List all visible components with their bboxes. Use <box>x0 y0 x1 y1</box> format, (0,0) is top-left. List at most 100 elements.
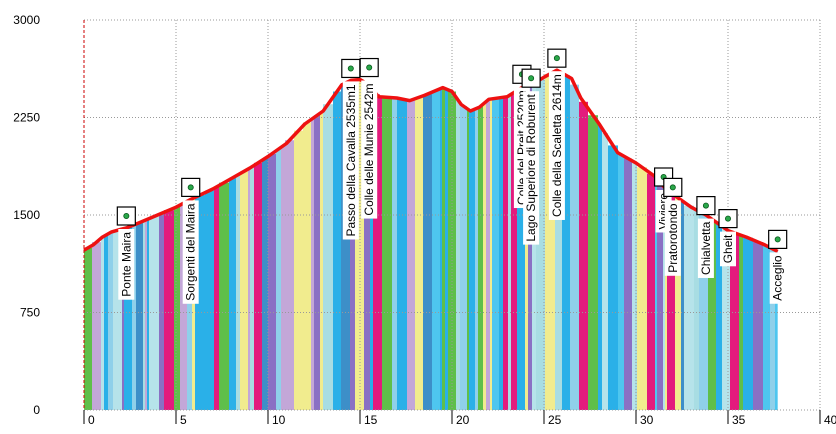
profile-stripe <box>486 99 490 410</box>
profile-stripe <box>320 112 323 410</box>
y-tick-label: 750 <box>20 306 40 320</box>
profile-stripe <box>268 153 276 411</box>
waypoint-label: Colle delle Munie 2542m <box>362 83 376 215</box>
profile-stripe <box>370 87 373 411</box>
waypoint-dot <box>123 212 130 219</box>
profile-stripe <box>281 145 285 410</box>
x-tick-label: 20 <box>456 413 470 427</box>
x-tick-label: 5 <box>180 413 187 427</box>
waypoint-dot <box>774 236 781 243</box>
profile-stripe <box>635 163 637 410</box>
profile-stripe <box>368 84 370 410</box>
profile-stripe <box>373 94 380 410</box>
profile-stripe <box>699 213 708 410</box>
waypoint-label: Lago Superiore di Roburent <box>524 94 538 242</box>
profile-stripe <box>355 79 364 410</box>
profile-stripe <box>528 85 532 410</box>
profile-stripe <box>562 75 570 410</box>
profile-stripe <box>775 250 778 410</box>
profile-stripe <box>624 158 632 410</box>
profile-fill <box>84 71 778 411</box>
profile-stripe <box>665 188 667 410</box>
x-tick-label: 15 <box>364 413 378 427</box>
profile-stripe <box>314 115 320 410</box>
profile-stripe <box>618 154 624 410</box>
profile-stripe <box>508 95 511 410</box>
profile-stripe <box>770 248 775 410</box>
profile-stripe <box>475 108 478 410</box>
profile-stripe <box>149 216 159 410</box>
profile-stripe <box>499 97 503 410</box>
profile-stripe <box>92 242 101 410</box>
profile-stripe <box>432 90 440 410</box>
waypoint-dot <box>347 65 354 72</box>
waypoint-label-bg <box>342 81 359 240</box>
profile-stripe <box>84 247 92 410</box>
profile-stripe <box>250 166 254 410</box>
waypoint-dot <box>702 202 709 209</box>
profile-stripe <box>675 197 681 410</box>
profile-stripe <box>285 140 294 410</box>
x-tick-label: 10 <box>272 413 286 427</box>
profile-stripe <box>136 222 143 410</box>
waypoint: Gheit <box>718 209 738 267</box>
waypoint-label-bg <box>720 231 736 267</box>
waypoint-label-bg <box>697 218 714 278</box>
profile-stripe <box>104 235 108 410</box>
x-tick-label: 40 <box>824 413 836 427</box>
y-tick-label: 1500 <box>13 208 40 222</box>
profile-stripe <box>448 91 456 410</box>
profile-stripe <box>632 161 635 410</box>
profile-stripe <box>382 97 392 410</box>
profile-stripe <box>159 213 164 410</box>
waypoint-label-bg <box>769 252 786 304</box>
y-tick-label: 0 <box>33 403 40 417</box>
waypoint: Colle della Scaletta 2614m <box>547 48 567 220</box>
y-tick-label: 2250 <box>13 111 40 125</box>
waypoint-label: Acceglio <box>771 255 785 301</box>
profile-stripe <box>722 229 730 410</box>
profile-stripe <box>214 186 219 410</box>
profile-stripe <box>483 102 486 410</box>
x-tick-label: 0 <box>88 413 95 427</box>
waypoint-label: Colle della Scaletta 2614m <box>550 74 564 217</box>
profile-stripe <box>608 145 618 410</box>
profile-stripe <box>478 106 483 410</box>
profile-stripe <box>236 174 240 410</box>
profile-stripe <box>667 192 675 410</box>
profile-stripe <box>147 219 149 410</box>
profile-stripe <box>579 101 588 410</box>
profile-stripe <box>588 115 598 411</box>
profile-stripe <box>143 220 145 410</box>
y-tick-label: 3000 <box>13 13 40 27</box>
profile-stripe <box>187 200 192 410</box>
profile-stripe <box>303 122 311 410</box>
axes: 0 750 1500 2250 3000 0 5 10 15 20 25 30 35 40 <box>13 13 836 427</box>
waypoint-label-bg <box>664 200 681 276</box>
profile-stripe <box>122 228 124 410</box>
profile-stripe <box>714 221 716 410</box>
profile-stripe <box>195 195 205 410</box>
profile-stripe <box>380 96 382 410</box>
profile-stripe <box>570 84 579 411</box>
profile-stripe <box>763 245 770 410</box>
profile-stripe <box>219 182 229 410</box>
waypoint: Pratorotondo <box>663 177 683 276</box>
waypoint-dot <box>553 55 560 62</box>
profile-stripe <box>694 210 699 410</box>
profile-stripe <box>739 235 743 410</box>
profile-stripe <box>525 86 528 410</box>
profile-stripe <box>423 94 432 410</box>
profile-stripe <box>511 92 517 410</box>
profile-stripe <box>490 98 492 411</box>
profile-stripe <box>647 173 655 410</box>
profile-stripe <box>445 89 448 411</box>
profile-stripe <box>681 201 684 410</box>
profile-stripe <box>248 168 250 410</box>
profile-stripe <box>467 109 469 411</box>
waypoint: Ponte Maira <box>116 206 136 300</box>
profile-stripe <box>113 230 122 410</box>
profile-stripe <box>663 186 665 410</box>
profile-stripe <box>536 79 545 410</box>
